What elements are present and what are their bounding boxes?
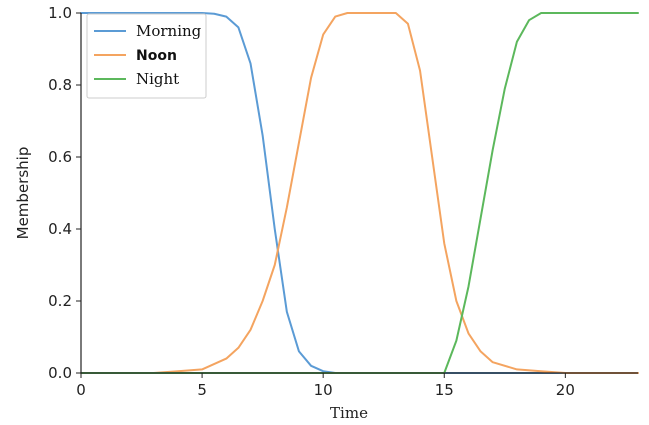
ticks-layer: 0 5 10 15 20 0.0 0.2 0.4 0.6 0.8 1.0 [48, 4, 575, 399]
y-axis-label: Membership [14, 147, 32, 240]
y-tick-label: 0.2 [48, 292, 72, 310]
x-tick-label: 10 [314, 381, 333, 399]
y-tick-label: 0.8 [48, 76, 72, 94]
series-line-noon [80, 12, 639, 374]
y-tick-label: 0.4 [48, 220, 72, 238]
series-line-night [80, 12, 639, 374]
axes-layer [80, 13, 638, 374]
x-tick-label: 5 [197, 381, 207, 399]
x-tick-label: 0 [76, 381, 86, 399]
legend-label-noon: Noon [136, 48, 177, 64]
y-tick-label: 0.6 [48, 148, 72, 166]
x-tick-label: 20 [556, 381, 575, 399]
legend-box [86, 13, 207, 99]
series-layer [80, 12, 639, 374]
y-tick-label: 1.0 [48, 4, 72, 22]
x-axis-label: Time [330, 404, 368, 422]
legend-label-morning: Morning [136, 22, 202, 40]
x-tick-label: 15 [435, 381, 454, 399]
legend-label-night: Night [136, 70, 179, 88]
y-tick-label: 0.0 [48, 364, 72, 382]
series-line-morning [80, 12, 639, 374]
legend: Morning Noon Night [86, 13, 207, 99]
